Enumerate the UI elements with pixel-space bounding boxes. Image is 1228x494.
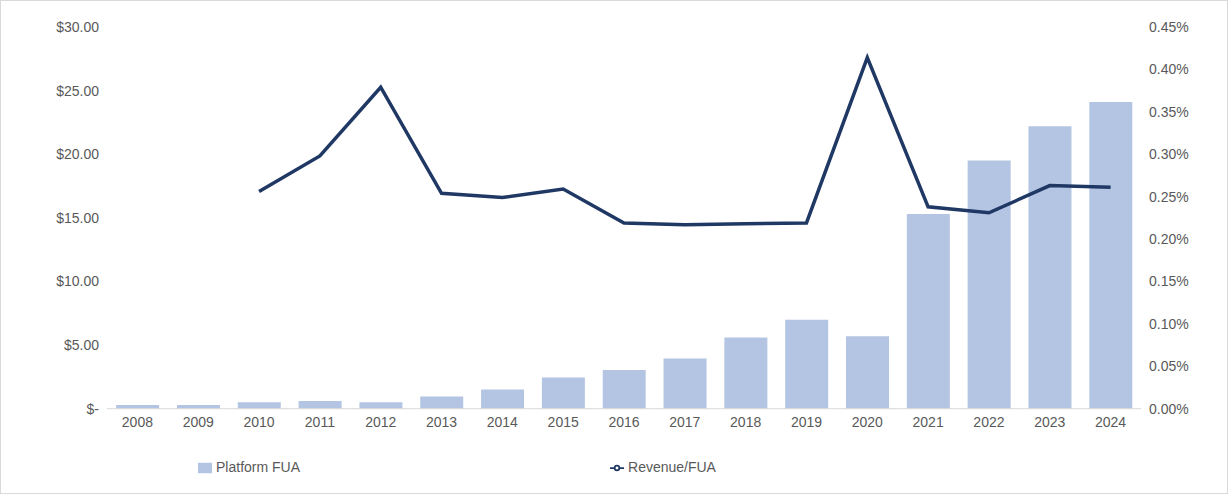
svg-text:2019: 2019 [791,414,822,430]
svg-text:0.20%: 0.20% [1149,231,1189,247]
svg-text:$-: $- [87,401,100,417]
svg-text:2008: 2008 [122,414,153,430]
svg-text:2009: 2009 [183,414,214,430]
svg-text:$20.00: $20.00 [56,146,99,162]
svg-text:$10.00: $10.00 [56,273,99,289]
html-text:Platform FUA: Platform FUA [216,458,300,475]
svg-text:0.35%: 0.35% [1149,104,1189,120]
svg-text:0.25%: 0.25% [1149,189,1189,205]
svg-text:2010: 2010 [243,414,274,430]
svg-text:$30.00: $30.00 [56,19,99,35]
svg-text:2020: 2020 [852,414,883,430]
svg-text:2015: 2015 [548,414,579,430]
svg-text:0.40%: 0.40% [1149,61,1189,77]
svg-text:0.30%: 0.30% [1149,146,1189,162]
svg-text:0.05%: 0.05% [1149,358,1189,374]
svg-text:0.00%: 0.00% [1149,401,1189,417]
svg-text:2012: 2012 [365,414,396,430]
svg-text:$5.00: $5.00 [64,337,99,353]
svg-text:2011: 2011 [305,414,335,430]
svg-text:2022: 2022 [973,414,1004,430]
svg-text:$15.00: $15.00 [56,210,99,226]
svg-text:2014: 2014 [487,414,518,430]
svg-text:0.10%: 0.10% [1149,316,1189,332]
svg-text:2016: 2016 [608,414,639,430]
svg-text:2018: 2018 [730,414,761,430]
svg-text:2021: 2021 [913,414,944,430]
html-text:Revenue/FUA: Revenue/FUA [628,458,716,475]
svg-text:0.15%: 0.15% [1149,273,1189,289]
svg-text:$25.00: $25.00 [56,83,99,99]
svg-text:2023: 2023 [1034,414,1065,430]
svg-text:0.45%: 0.45% [1149,19,1189,35]
svg-text:2024: 2024 [1095,414,1126,430]
svg-text:2017: 2017 [669,414,700,430]
svg-text:2013: 2013 [426,414,457,430]
